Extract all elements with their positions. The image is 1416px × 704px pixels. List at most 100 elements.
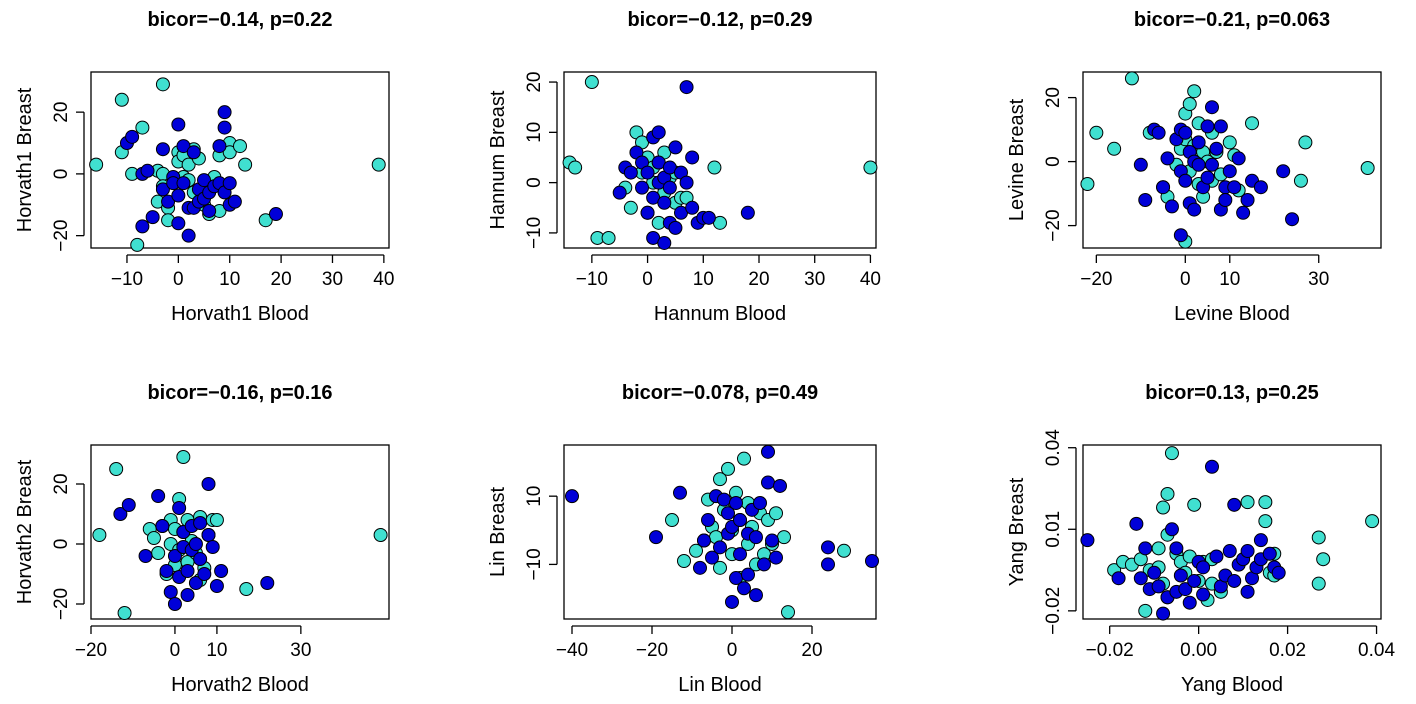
x-tick-label: 20 bbox=[271, 269, 292, 290]
data-point bbox=[721, 461, 735, 476]
data-point bbox=[1156, 180, 1171, 195]
data-point bbox=[1151, 541, 1166, 556]
y-tick-label: 20 bbox=[524, 71, 545, 92]
data-point bbox=[821, 540, 835, 555]
data-point bbox=[737, 451, 751, 466]
data-point bbox=[635, 180, 649, 195]
data-point bbox=[741, 567, 755, 582]
y-tick-label: 0.04 bbox=[1043, 429, 1064, 466]
data-point bbox=[1360, 161, 1375, 175]
data-point bbox=[737, 581, 751, 596]
x-tick-label: −10 bbox=[576, 269, 608, 290]
data-point bbox=[1191, 157, 1206, 172]
data-point bbox=[740, 205, 755, 220]
data-point bbox=[1204, 157, 1219, 172]
data-point bbox=[1236, 205, 1251, 220]
data-point bbox=[773, 478, 787, 493]
x-tick-label: 30 bbox=[1308, 269, 1329, 290]
data-point bbox=[1227, 573, 1242, 588]
data-point bbox=[1222, 544, 1237, 559]
y-tick-label: −20 bbox=[51, 588, 72, 620]
x-tick-label: 0 bbox=[1180, 269, 1191, 290]
data-point bbox=[181, 157, 196, 172]
data-point bbox=[186, 145, 201, 160]
scatter-panel-6: bicor=0.13, p=0.25 −0.02 0.00 0.02 0.04 Yang … bbox=[1006, 382, 1395, 696]
data-point bbox=[640, 165, 655, 180]
data-point bbox=[130, 237, 145, 252]
data-point bbox=[193, 516, 208, 530]
data-point bbox=[701, 513, 715, 528]
data-point bbox=[1204, 100, 1219, 115]
data-point bbox=[1138, 541, 1153, 556]
data-point bbox=[113, 507, 128, 521]
x-axis-label: Hannum Blood bbox=[654, 303, 786, 325]
data-point bbox=[761, 444, 775, 459]
data-point bbox=[1365, 514, 1380, 529]
data-point bbox=[1178, 582, 1193, 597]
data-point bbox=[176, 450, 191, 464]
data-point bbox=[1080, 177, 1095, 191]
data-point bbox=[1245, 116, 1260, 131]
x-tick-label: −40 bbox=[556, 640, 588, 661]
data-point bbox=[209, 513, 224, 527]
y-tick-label: −20 bbox=[1043, 209, 1064, 241]
scatter-panel-1: bicor=−0.14, p=0.22 −10 0 10 20 30 40 Horvath1 … bbox=[14, 9, 394, 325]
data-point bbox=[159, 564, 174, 578]
x-tick-label: 10 bbox=[693, 269, 714, 290]
data-point bbox=[1107, 141, 1122, 156]
data-point bbox=[197, 567, 212, 581]
data-point bbox=[765, 533, 779, 548]
data-point bbox=[777, 530, 791, 545]
data-point bbox=[1298, 135, 1313, 150]
data-point bbox=[623, 165, 638, 180]
data-point bbox=[1178, 125, 1193, 140]
data-point bbox=[729, 496, 743, 510]
data-point bbox=[1209, 141, 1224, 156]
data-point bbox=[155, 142, 170, 157]
y-tick-label: −10 bbox=[524, 217, 545, 249]
x-tick-label: 0 bbox=[642, 269, 653, 290]
data-point bbox=[612, 185, 627, 200]
data-point bbox=[1187, 497, 1202, 512]
y-tick-label: −10 bbox=[524, 548, 545, 580]
y-tick-label: 20 bbox=[51, 102, 72, 123]
data-point bbox=[1173, 568, 1188, 583]
x-tick-label: 40 bbox=[860, 269, 881, 290]
data-point bbox=[1240, 544, 1255, 559]
data-point bbox=[172, 501, 187, 515]
data-point bbox=[769, 550, 783, 565]
data-point bbox=[155, 77, 170, 92]
x-tick-label: 0.04 bbox=[1358, 640, 1395, 661]
y-tick-label: 20 bbox=[51, 473, 72, 494]
data-point bbox=[863, 160, 878, 175]
data-point bbox=[1111, 571, 1126, 586]
y-tick-label: 0 bbox=[524, 177, 545, 188]
data-point bbox=[1138, 193, 1153, 207]
data-point bbox=[673, 485, 687, 500]
data-point bbox=[1080, 533, 1095, 548]
y-axis-label: Horvath2 Breast bbox=[14, 459, 36, 604]
data-point bbox=[1151, 125, 1166, 140]
y-tick-label: 10 bbox=[524, 486, 545, 507]
x-tick-label: 20 bbox=[748, 269, 769, 290]
data-point bbox=[1133, 571, 1148, 586]
data-point bbox=[171, 117, 186, 132]
data-point bbox=[92, 528, 107, 542]
data-point bbox=[180, 588, 195, 602]
data-point bbox=[1169, 541, 1184, 556]
data-point bbox=[651, 125, 666, 140]
data-point bbox=[217, 120, 232, 135]
data-point bbox=[114, 92, 129, 107]
x-axis-label: Lin Blood bbox=[678, 674, 761, 696]
data-point bbox=[151, 546, 166, 560]
data-point bbox=[138, 549, 153, 563]
data-point bbox=[176, 139, 191, 154]
x-tick-label: −20 bbox=[636, 640, 668, 661]
data-point bbox=[1182, 97, 1197, 111]
data-point bbox=[749, 588, 763, 603]
data-point bbox=[260, 576, 275, 590]
chart-title: bicor=−0.078, p=0.49 bbox=[622, 382, 818, 404]
data-point bbox=[1258, 495, 1273, 510]
data-point bbox=[1222, 135, 1237, 150]
data-point bbox=[753, 496, 767, 510]
